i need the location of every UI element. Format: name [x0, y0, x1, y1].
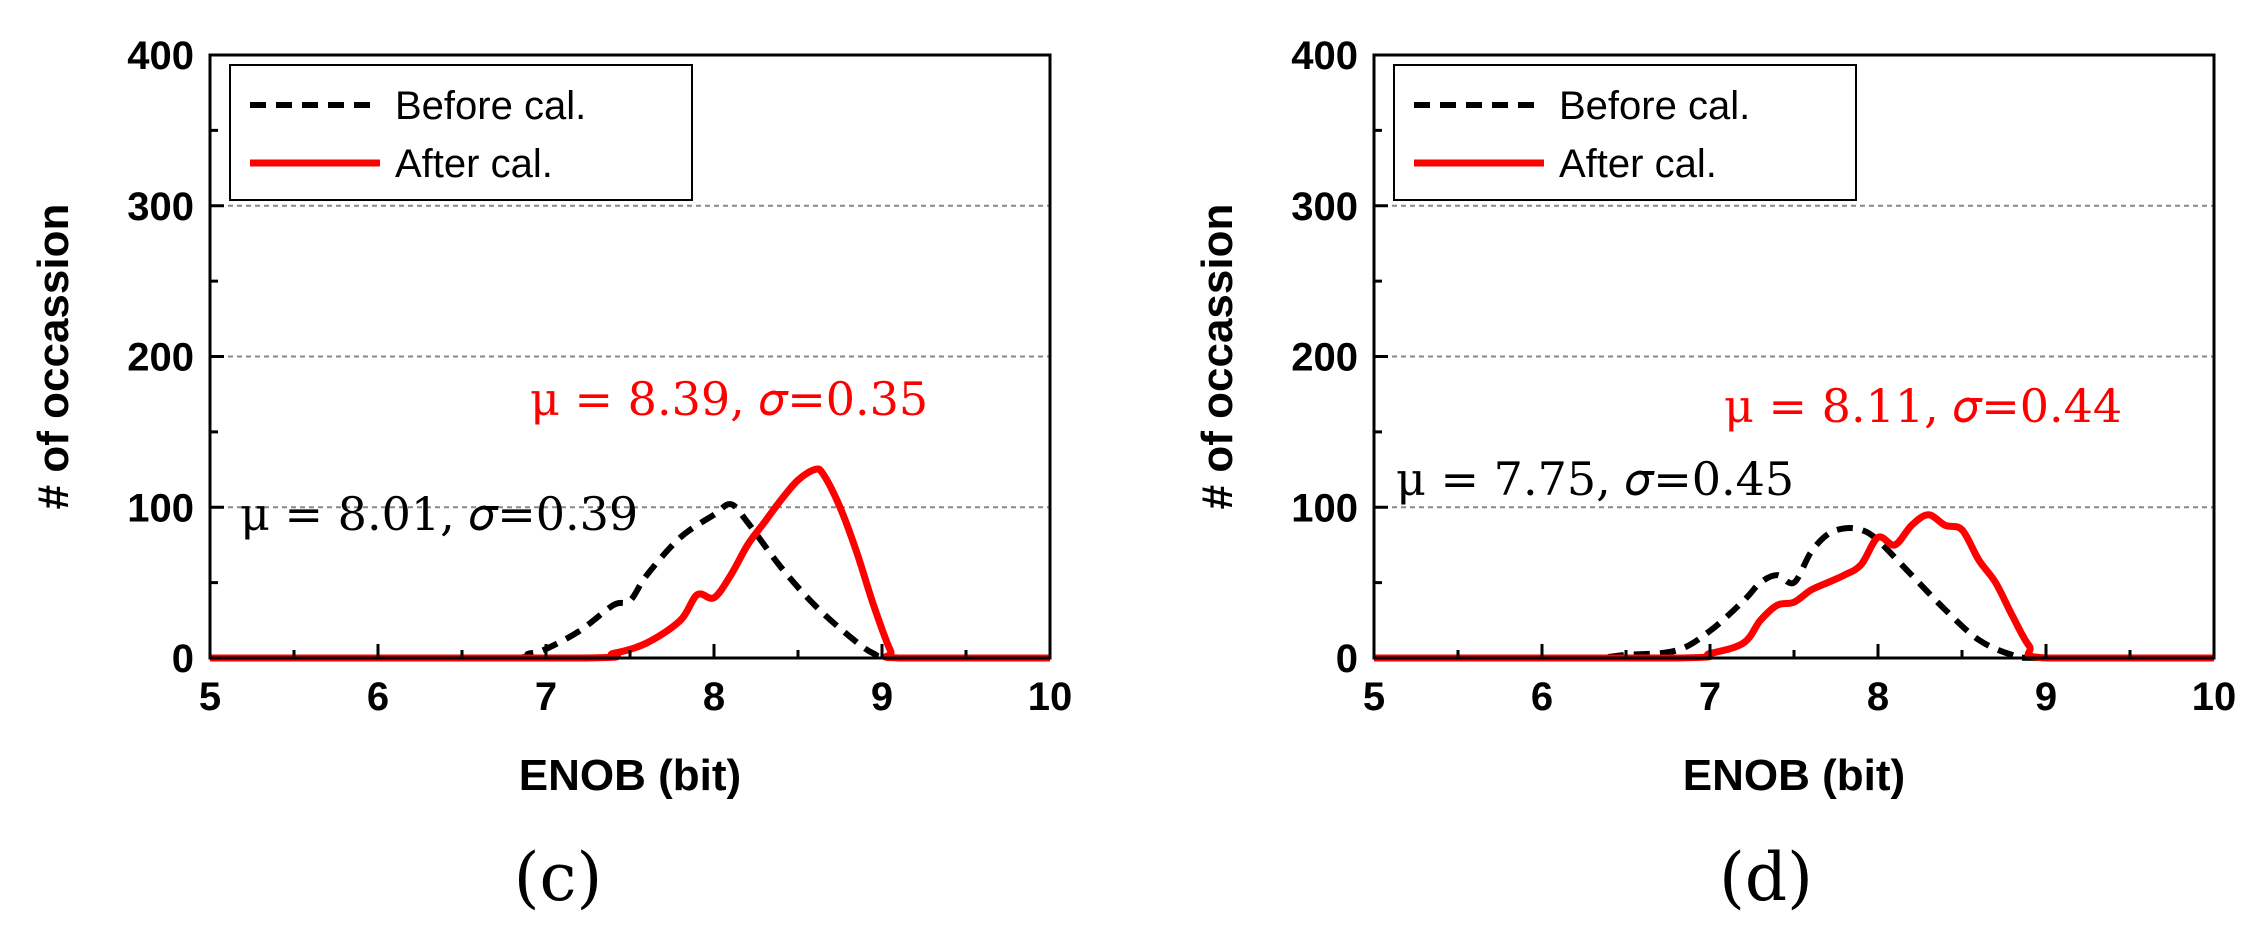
series-after-cal-line — [210, 465, 1050, 662]
x-axis-label: ENOB (bit) — [1683, 751, 1905, 800]
tick-marks — [208, 53, 1052, 660]
x-tick-label: 8 — [703, 675, 725, 719]
x-tick-label: 7 — [535, 675, 557, 719]
panel-label: (c) — [514, 839, 602, 916]
y-tick-label: 200 — [1291, 336, 1358, 380]
legend-box — [229, 64, 693, 201]
x-tick-label: 10 — [2192, 675, 2237, 719]
annotations: μ = 8.01, 𝜎=0.39 μ = 8.39, 𝜎=0.35 — [240, 372, 928, 541]
legend: Before cal. After cal. — [229, 64, 693, 201]
annotation-before-cal-stats: μ = 8.01, 𝜎=0.39 — [240, 487, 638, 541]
y-tick-label: 0 — [172, 637, 194, 681]
annotation-after-cal-stats: μ = 8.11, 𝜎=0.44 — [1724, 379, 2122, 433]
y-tick-label: 300 — [1291, 185, 1358, 229]
x-tick-label: 5 — [1363, 675, 1385, 719]
series-before-cal-line — [210, 501, 1050, 662]
gridlines — [1374, 204, 2214, 509]
legend-box — [1393, 64, 1857, 201]
series-before-cal-line — [1374, 524, 2214, 662]
y-tick-label: 100 — [127, 486, 194, 530]
x-tick-label: 8 — [1867, 675, 1889, 719]
x-tick-label: 9 — [871, 675, 893, 719]
x-tick-label: 5 — [199, 675, 221, 719]
legend-entry-label: After cal. — [395, 142, 553, 186]
y-axis-label: # of occassion — [29, 204, 78, 510]
y-tick-label: 0 — [1336, 637, 1358, 681]
y-tick-label: 400 — [1291, 34, 1358, 78]
annotation-before-cal-stats: μ = 7.75, 𝜎=0.45 — [1396, 452, 1794, 506]
series-after-cal-line — [1374, 511, 2214, 662]
annotations: μ = 7.75, 𝜎=0.45 μ = 8.11, 𝜎=0.44 — [1396, 379, 2122, 506]
tick-marks — [1372, 53, 2216, 660]
series-lines — [1374, 511, 2214, 662]
x-tick-label: 10 — [1028, 675, 1073, 719]
gridlines — [210, 204, 1050, 509]
x-tick-label: 6 — [1531, 675, 1553, 719]
x-axis-label: ENOB (bit) — [519, 751, 741, 800]
x-tick-label: 9 — [2035, 675, 2057, 719]
y-tick-label: 400 — [127, 34, 194, 78]
panel-label: (d) — [1719, 839, 1813, 916]
y-tick-label: 300 — [127, 185, 194, 229]
series-lines — [210, 465, 1050, 662]
legend-entry-label: After cal. — [1559, 142, 1717, 186]
legend-entry-label: Before cal. — [1559, 84, 1750, 128]
legend: Before cal. After cal. — [1393, 64, 1857, 201]
x-tick-label: 6 — [367, 675, 389, 719]
x-tick-label: 7 — [1699, 675, 1721, 719]
annotation-after-cal-stats: μ = 8.39, 𝜎=0.35 — [530, 372, 928, 426]
chart-panel-c: 5 6 7 8 9 10 0 100 200 300 400 ENOB (bit) # of occ… — [0, 0, 1100, 927]
y-axis-label: # of occassion — [1193, 204, 1242, 510]
y-tick-label: 200 — [127, 336, 194, 380]
y-tick-label: 100 — [1291, 486, 1358, 530]
legend-entry-label: Before cal. — [395, 84, 586, 128]
chart-panel-d: 5 6 7 8 9 10 0 100 200 300 400 ENOB (bit) # of occ… — [1164, 0, 2264, 927]
